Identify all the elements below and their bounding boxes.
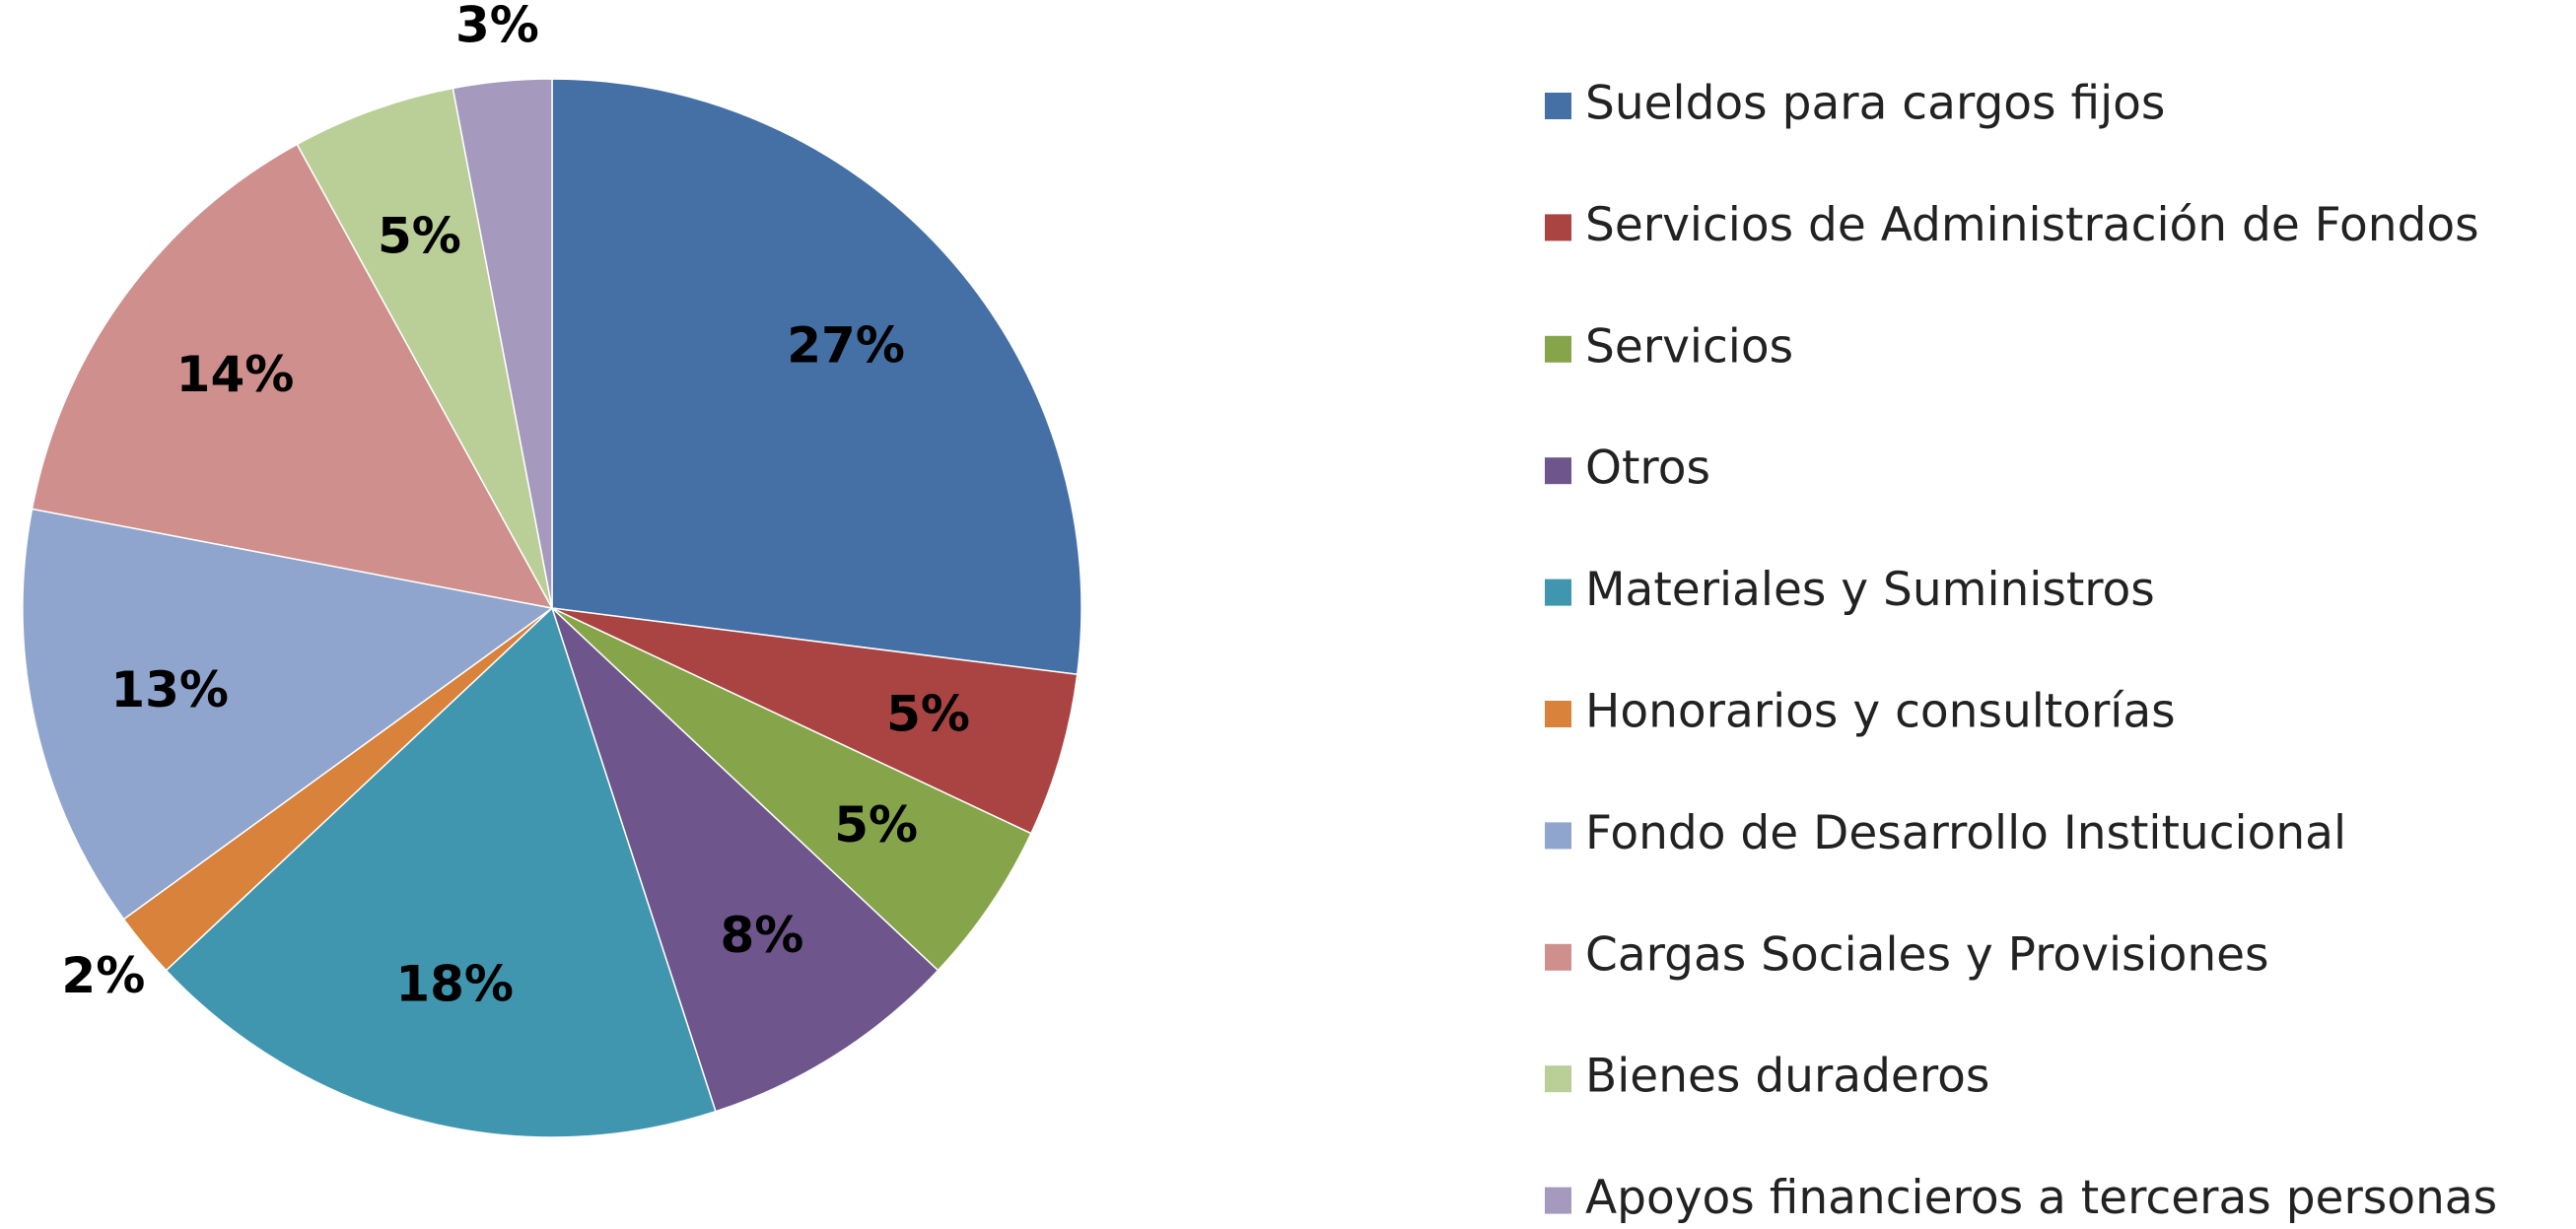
legend-swatch [1545, 579, 1571, 606]
legend-label: Sueldos para cargos fijos [1585, 77, 2165, 131]
legend-label: Materiales y Suministros [1585, 563, 2155, 617]
pie-slice [551, 78, 1082, 676]
pie-slice [551, 607, 940, 1113]
data-label: 13% [110, 661, 229, 718]
data-label: 27% [787, 317, 905, 375]
legend-label: Bienes duraderos [1585, 1050, 1989, 1104]
pie-slice [165, 606, 717, 1138]
legend-swatch [1545, 1187, 1571, 1214]
legend-swatch [1545, 214, 1571, 241]
data-label: 14% [176, 346, 295, 403]
data-label: 5% [378, 208, 461, 265]
legend-swatch [1545, 822, 1571, 850]
data-label: 5% [886, 685, 970, 742]
data-label: 5% [834, 796, 918, 853]
legend-swatch [1545, 1065, 1571, 1093]
legend-label: Honorarios y consultorías [1585, 685, 2176, 739]
legend-swatch [1545, 335, 1571, 363]
legend-swatch [1545, 943, 1571, 971]
legend-label: Cargas Sociales y Provisiones [1585, 927, 2269, 982]
legend-label: Otros [1585, 442, 1710, 496]
data-label: 8% [720, 907, 803, 964]
data-label: 3% [455, 0, 539, 53]
data-label: 2% [61, 947, 145, 1004]
legend-label: Servicios de Administración de Fondos [1585, 198, 2479, 252]
legend-label: Servicios [1585, 319, 1793, 374]
data-label: 18% [395, 955, 514, 1012]
legend-label: Apoyos financieros a terceras personas [1585, 1171, 2497, 1225]
pie-slice [296, 87, 553, 609]
legend-label: Fondo de Desarrollo Institucional [1585, 806, 2346, 860]
legend-swatch [1545, 701, 1571, 727]
legend-swatch [1545, 93, 1571, 119]
pie-slice [452, 78, 553, 609]
pie-slice [551, 607, 1032, 972]
pie-slice [31, 143, 554, 610]
pie-slice [551, 607, 1079, 835]
legend-swatch [1545, 457, 1571, 485]
pie-slice [22, 508, 554, 921]
